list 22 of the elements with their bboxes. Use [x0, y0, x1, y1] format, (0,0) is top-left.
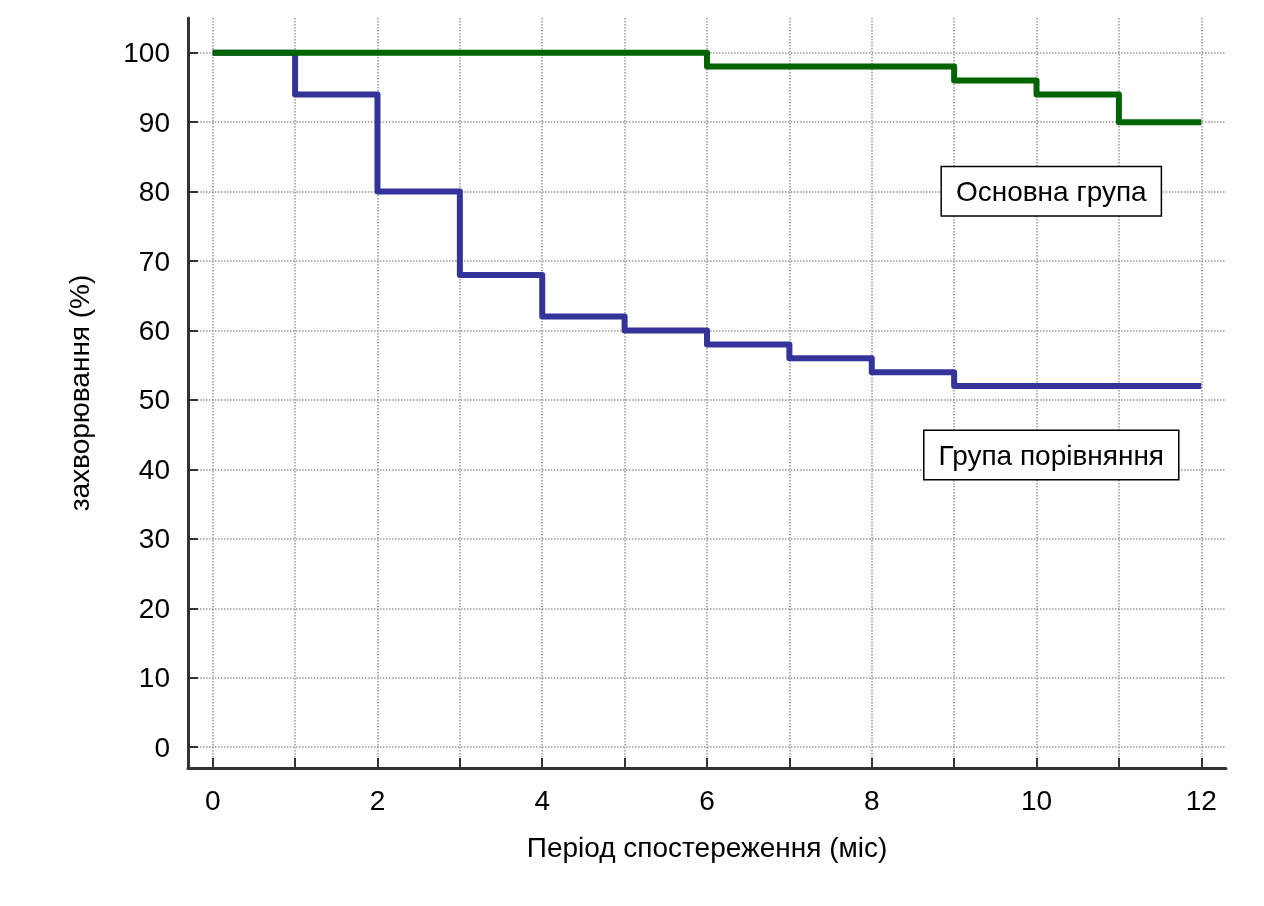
series-label: Основна група [955, 175, 1148, 207]
y-axis-title: захворювання (%) [63, 274, 95, 512]
y-tick-label: 30 [138, 523, 170, 555]
x-tick-label: 4 [534, 784, 551, 816]
y-tick-label: 100 [123, 37, 170, 69]
y-tick-label: 60 [138, 315, 170, 346]
y-tick-label: 80 [138, 176, 170, 208]
x-tick-label: 8 [863, 784, 880, 816]
y-tick-label: 50 [138, 384, 170, 416]
series-label: Група порівняння [938, 439, 1165, 471]
x-tick-label: 10 [1020, 784, 1053, 816]
y-tick-label: 40 [138, 453, 170, 485]
y-tick-label: 10 [138, 662, 170, 694]
x-tick-label: 6 [699, 784, 715, 816]
x-tick-label: 12 [1185, 784, 1217, 816]
y-tick-label: 90 [138, 106, 170, 138]
y-tick-label: 0 [154, 731, 170, 763]
x-tick-label: 0 [204, 784, 221, 816]
y-tick-label: 70 [138, 245, 170, 277]
x-tick-label: 2 [369, 784, 386, 816]
y-tick-label: 20 [138, 592, 170, 624]
x-axis-title: Період спостереження (міс) [526, 831, 888, 863]
